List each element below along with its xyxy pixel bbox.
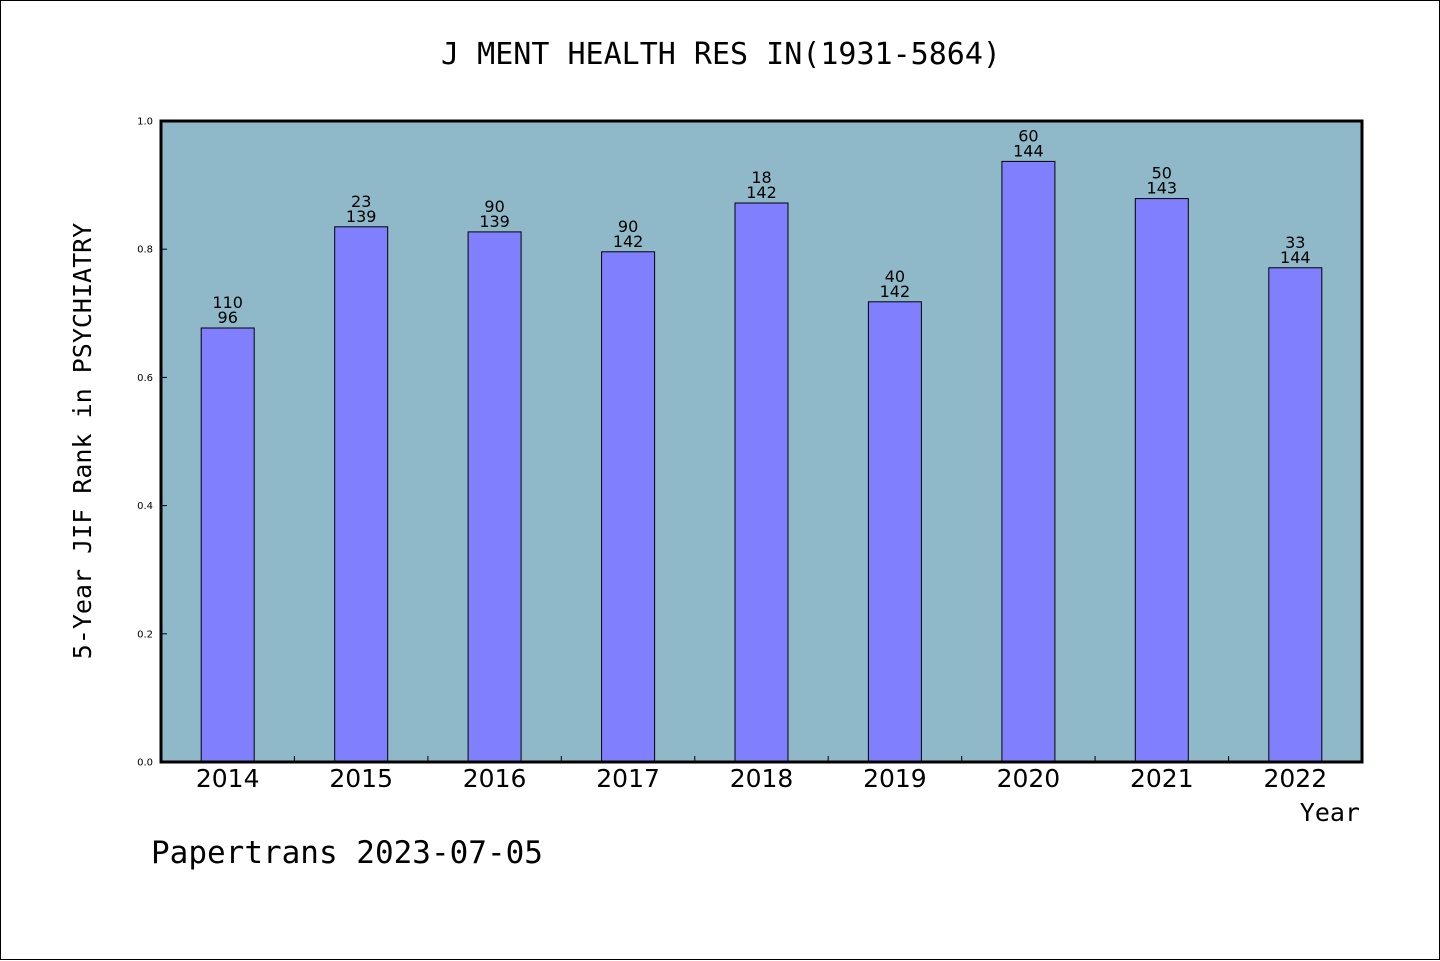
bar-label-total-2020: 144 (1013, 141, 1044, 160)
bar-2022 (1268, 267, 1323, 763)
y-tick-label: 0.2 (137, 629, 153, 640)
bar-2017 (601, 251, 656, 763)
y-tick-label: 0.8 (137, 245, 153, 256)
bar-label-total-2021: 143 (1147, 179, 1178, 198)
bar-label-rank-2021: 50 (1152, 164, 1172, 183)
plot-border (159, 119, 1364, 764)
y-tick-label: 0.6 (137, 373, 153, 384)
bar-2020 (1001, 160, 1056, 763)
chart-title: J MENT HEALTH RES IN(1931-5864) (441, 37, 1001, 72)
bar-label-total-2014: 96 (218, 308, 238, 327)
bar-label-total-2015: 139 (346, 207, 377, 226)
bar-2021 (1134, 198, 1189, 763)
x-tick-label-2018: 2018 (730, 764, 794, 793)
x-tick-label-2015: 2015 (329, 764, 393, 793)
x-tick-label-2022: 2022 (1263, 764, 1327, 793)
bar-label-rank-2015: 23 (351, 192, 371, 211)
bar-label-rank-2019: 40 (885, 267, 905, 286)
bar-label-total-2017: 142 (613, 232, 644, 251)
x-tick-label-2017: 2017 (596, 764, 660, 793)
bar-label-total-2022: 144 (1280, 248, 1311, 267)
bar-label-total-2018: 142 (746, 183, 777, 202)
bar-label-total-2019: 142 (880, 282, 911, 301)
x-tick-label-2014: 2014 (196, 764, 260, 793)
x-axis-label: Year (1300, 798, 1360, 827)
bar-2014 (200, 327, 255, 763)
bar-2018 (734, 202, 789, 763)
x-tick-label-2019: 2019 (863, 764, 927, 793)
bar-label-total-2016: 139 (479, 212, 510, 231)
bar-label-rank-2017: 90 (618, 217, 638, 236)
bar-label-rank-2014: 110 (212, 293, 243, 312)
x-tick-label-2021: 2021 (1130, 764, 1194, 793)
bar-label-rank-2018: 18 (751, 168, 771, 187)
x-tick-label-2020: 2020 (997, 764, 1061, 793)
bar-2019 (867, 301, 922, 763)
y-axis-label: 5-Year JIF Rank in PSYCHIATRY (68, 223, 97, 660)
bar-2015 (334, 226, 389, 763)
bar-label-rank-2020: 60 (1018, 126, 1038, 145)
bar-label-rank-2022: 33 (1285, 233, 1305, 252)
y-tick-label: 0.4 (137, 501, 153, 512)
bar-2016 (467, 231, 522, 763)
x-tick-label-2016: 2016 (463, 764, 527, 793)
bar-label-rank-2016: 90 (484, 197, 504, 216)
footer-watermark: Papertrans 2023-07-05 (151, 835, 543, 871)
y-tick-label: 0.0 (137, 758, 153, 769)
y-tick-label: 1.0 (137, 117, 153, 128)
